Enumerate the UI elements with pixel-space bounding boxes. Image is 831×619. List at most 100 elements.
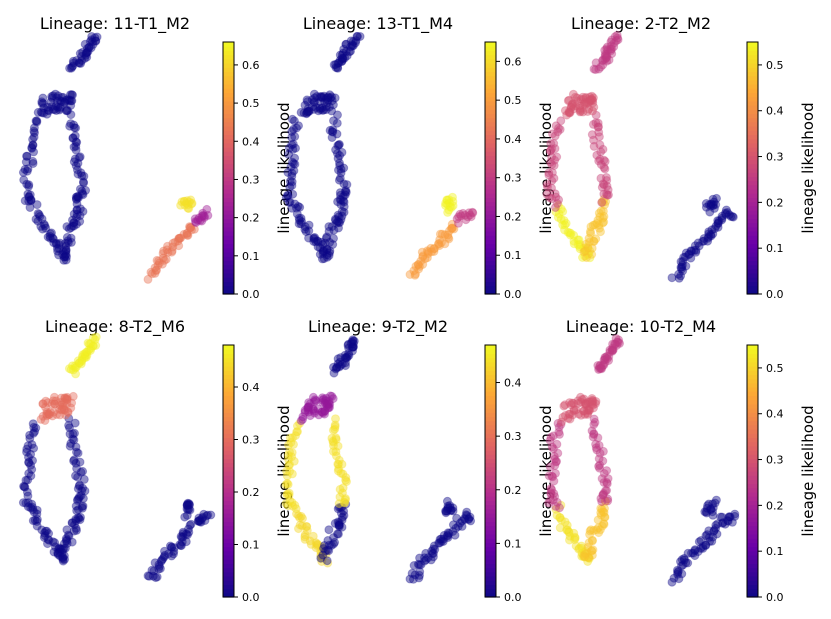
scatter-point (283, 190, 292, 200)
scatter-point (596, 494, 606, 504)
colorbar-gradient-slice (485, 546, 496, 552)
scatter-point (597, 198, 607, 207)
scatter-point (182, 500, 192, 510)
scatter-point (328, 240, 338, 249)
scatter-point (157, 555, 167, 565)
scatter-point (405, 270, 415, 279)
scatter-point (39, 108, 49, 118)
scatter-point (38, 224, 48, 234)
scatter-point (335, 194, 345, 204)
colorbar-gradient-slice (223, 349, 234, 354)
colorbar-label: lineage likelihood (275, 102, 293, 233)
scatter-point (724, 210, 734, 220)
colorbar-gradient-slice (747, 42, 758, 47)
scatter-point (287, 132, 297, 142)
scatter-point (337, 56, 347, 66)
colorbar-gradient-slice (485, 159, 496, 165)
colorbar-gradient-slice (747, 273, 758, 278)
scatter-point (337, 50, 347, 60)
scatter-point (341, 39, 351, 49)
scatter-point (78, 47, 88, 57)
scatter-point (76, 168, 86, 178)
scatter-point (581, 93, 591, 103)
colorbar-gradient-slice (223, 226, 234, 232)
scatter-point (444, 195, 454, 205)
colorbar-gradient-slice (223, 580, 234, 585)
scatter-point (549, 173, 559, 183)
scatter-point (64, 224, 74, 234)
scatter-point (589, 135, 598, 145)
scatter-point (315, 103, 325, 113)
scatter-point (594, 122, 603, 132)
scatter-point (65, 63, 75, 73)
scatter-point (575, 101, 585, 111)
scatter-point (322, 232, 332, 242)
scatter-point (152, 255, 162, 265)
scatter-point (38, 399, 48, 409)
scatter-point (606, 37, 616, 47)
scatter-point (194, 516, 204, 526)
colorbar-gradient-slice (485, 433, 496, 438)
colorbar-tick-label: 0.2 (242, 486, 260, 499)
scatter-point (321, 233, 331, 243)
scatter-point (329, 225, 339, 235)
scatter-point (35, 212, 45, 221)
scatter-point (676, 257, 686, 267)
scatter-point (304, 106, 314, 116)
colorbar-gradient-slice (747, 289, 758, 295)
scatter-point (338, 54, 348, 64)
colorbar-gradient-slice (485, 180, 496, 186)
scatter-point (334, 140, 344, 150)
scatter-point (168, 238, 178, 248)
scatter-point (182, 229, 192, 238)
scatter-point (676, 271, 686, 281)
scatter-point (465, 210, 475, 220)
scatter-point (703, 236, 713, 246)
scatter-point (70, 131, 80, 141)
scatter-point (610, 32, 620, 42)
scatter-point (71, 195, 81, 204)
scatter-point (62, 222, 72, 232)
scatter-point (544, 168, 554, 178)
colorbar-gradient-slice (485, 357, 496, 363)
scatter-point (717, 213, 727, 223)
scatter-point (283, 479, 293, 489)
colorbar-gradient-slice (485, 42, 496, 47)
scatter-point (330, 214, 340, 224)
scatter-point (565, 108, 575, 118)
scatter-point (54, 250, 64, 260)
colorbar-gradient-slice (223, 235, 234, 240)
scatter-point (582, 253, 591, 263)
colorbar-gradient-slice (747, 508, 758, 514)
scatter-point (158, 249, 168, 258)
scatter-point (598, 206, 608, 216)
scatter-point (313, 237, 323, 246)
scatter-point (558, 220, 568, 230)
colorbar-gradient-slice (485, 96, 496, 102)
scatter-point (703, 233, 713, 243)
scatter-point (674, 269, 684, 279)
scatter-point (554, 209, 564, 219)
scatter-point (418, 252, 428, 262)
scatter-point (32, 521, 42, 531)
scatter-point (555, 124, 565, 134)
colorbar-gradient-slice (747, 193, 758, 198)
scatter-point (48, 537, 58, 547)
scatter-point (26, 195, 36, 205)
scatter-point (47, 102, 57, 112)
colorbar-gradient-slice (223, 462, 234, 468)
scatter-point (66, 233, 76, 243)
scatter-point (302, 95, 312, 105)
scatter-point (304, 106, 314, 116)
scatter-point (75, 457, 85, 467)
scatter-point (575, 105, 585, 115)
scatter-point (183, 230, 193, 240)
colorbar-gradient-slice (223, 201, 234, 207)
scatter-point (37, 214, 47, 224)
colorbar-gradient-slice (747, 408, 758, 413)
colorbar-gradient-slice (747, 260, 758, 266)
colorbar-gradient-slice (223, 479, 234, 485)
scatter-point (711, 221, 721, 231)
scatter-point (717, 211, 727, 221)
